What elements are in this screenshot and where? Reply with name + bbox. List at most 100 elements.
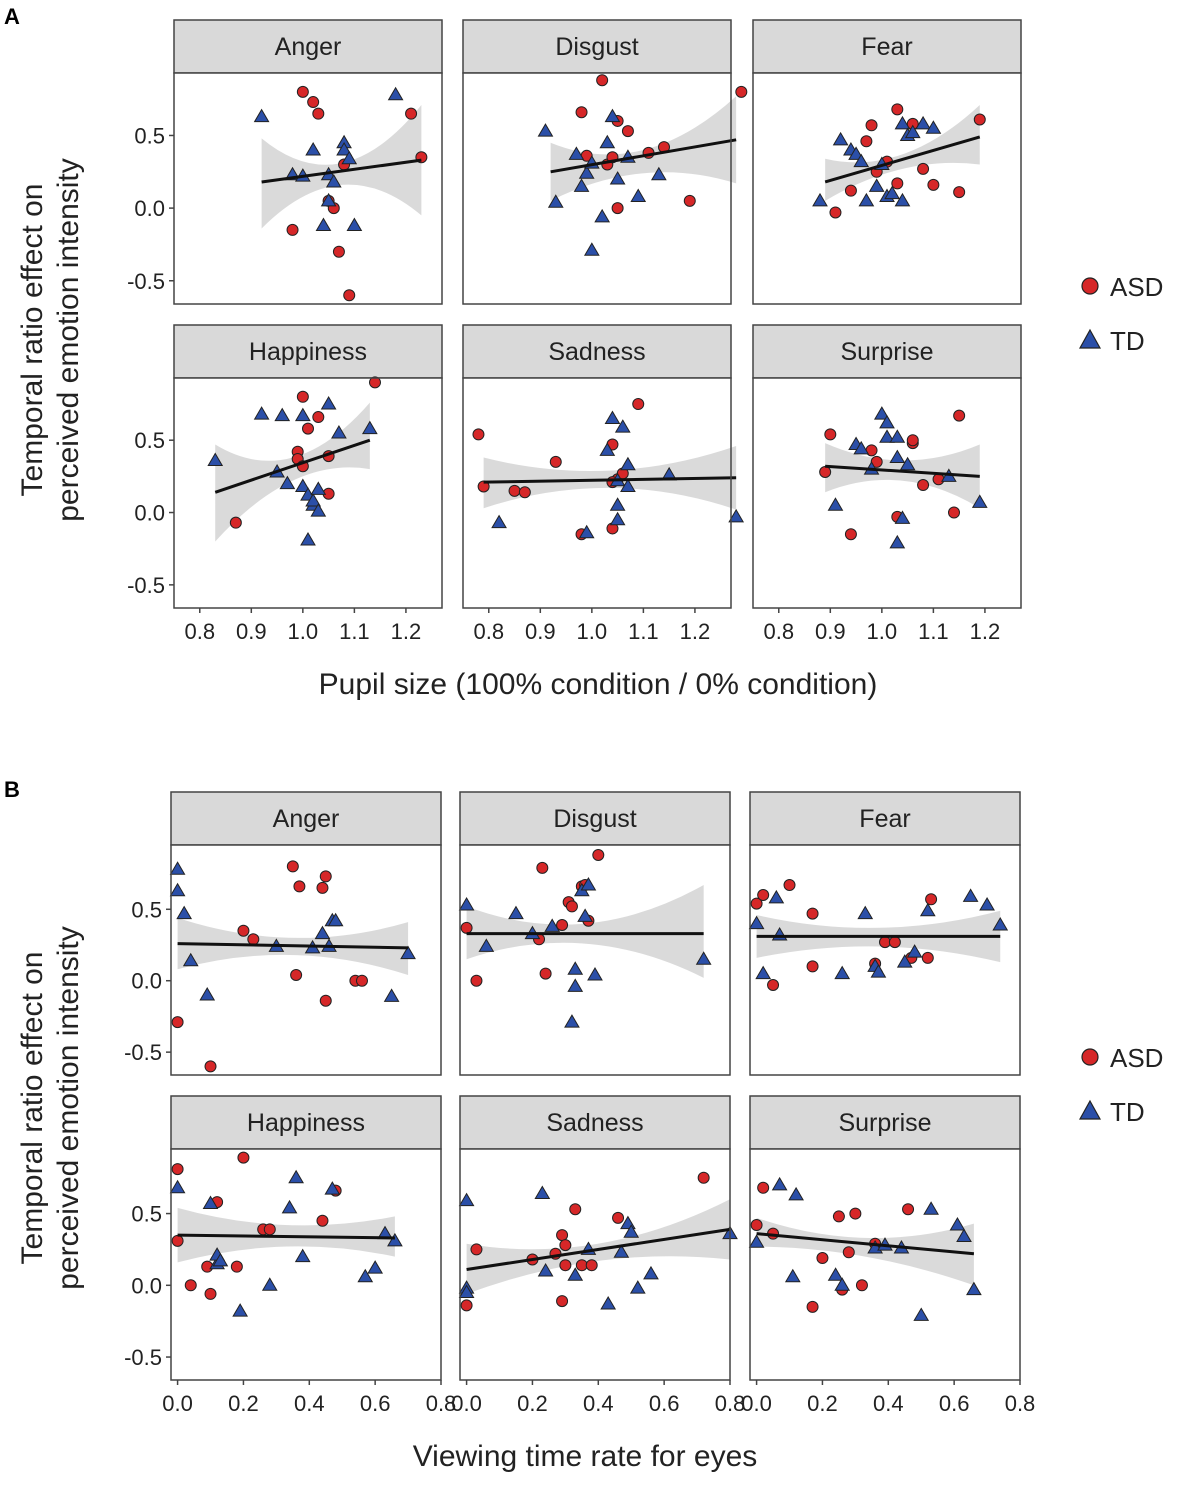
td-point bbox=[253, 406, 270, 420]
td-point bbox=[868, 178, 885, 192]
td-point bbox=[594, 208, 611, 223]
facet-title: Surprise bbox=[840, 338, 933, 366]
td-point bbox=[567, 961, 584, 975]
asd-point bbox=[286, 860, 299, 873]
x-tick-label: 0.8 bbox=[184, 619, 215, 644]
x-tick-label: 0.9 bbox=[525, 619, 556, 644]
legend-b-td-label: TD bbox=[1110, 1097, 1145, 1127]
asd-point bbox=[575, 1259, 588, 1272]
x-tick-label: 1.0 bbox=[577, 619, 608, 644]
td-point bbox=[331, 424, 347, 439]
asd-point bbox=[237, 1151, 250, 1164]
legend-a-td-marker bbox=[1078, 328, 1102, 349]
td-point bbox=[305, 142, 322, 156]
asd-point bbox=[750, 897, 763, 910]
td-point bbox=[630, 188, 647, 202]
td-point bbox=[925, 120, 942, 134]
confidence-band bbox=[466, 885, 704, 978]
td-point bbox=[300, 532, 316, 546]
asd-point bbox=[559, 1259, 572, 1272]
asd-point bbox=[906, 434, 919, 447]
x-tick-label: 0.8 bbox=[715, 1391, 746, 1416]
regression-line bbox=[261, 158, 422, 184]
y-tick-label: 0.5 bbox=[134, 428, 165, 453]
asd-point bbox=[316, 1214, 329, 1227]
td-point bbox=[949, 1217, 966, 1231]
confidence-band bbox=[825, 443, 980, 509]
facet-strip bbox=[459, 1095, 731, 1150]
asd-point bbox=[302, 422, 314, 435]
asd-point bbox=[229, 516, 242, 529]
td-point bbox=[889, 449, 906, 464]
td-point bbox=[169, 882, 186, 897]
x-axis-label-b: Viewing time rate for eyes bbox=[413, 1440, 758, 1473]
td-point bbox=[567, 1267, 584, 1281]
asd-point bbox=[824, 428, 837, 441]
x-tick-label: 0.8 bbox=[473, 619, 504, 644]
td-point bbox=[604, 410, 621, 425]
td-point bbox=[458, 1192, 475, 1207]
asd-point bbox=[921, 951, 934, 964]
td-point bbox=[458, 897, 475, 911]
asd-point bbox=[290, 969, 303, 981]
x-tick-label: 1.2 bbox=[391, 619, 422, 644]
legend-a-asd-label: ASD bbox=[1110, 272, 1163, 302]
td-point bbox=[577, 908, 593, 922]
td-point bbox=[894, 510, 911, 524]
confidence-band bbox=[756, 1217, 974, 1286]
td-point bbox=[884, 185, 901, 200]
td-point bbox=[288, 1169, 304, 1184]
td-point bbox=[547, 194, 564, 208]
asd-point bbox=[819, 466, 832, 479]
td-point bbox=[894, 115, 911, 130]
td-point bbox=[956, 1228, 972, 1243]
asd-point bbox=[735, 85, 748, 98]
y-tick-label: -0.5 bbox=[127, 573, 165, 598]
facet-strip bbox=[752, 19, 1022, 74]
td-point bbox=[458, 1284, 475, 1298]
y-axis-label-b-line2: perceived emotion intensity bbox=[52, 926, 85, 1290]
td-point bbox=[827, 497, 844, 511]
asd-point bbox=[767, 979, 780, 991]
facet-strip bbox=[459, 791, 731, 846]
td-point bbox=[387, 1232, 403, 1247]
x-tick-label: 0.8 bbox=[1005, 1391, 1036, 1416]
td-point bbox=[325, 173, 342, 188]
td-point bbox=[858, 192, 875, 207]
asd-point bbox=[405, 107, 418, 120]
x-tick-label: 0.8 bbox=[763, 619, 794, 644]
y-tick-label: 0.0 bbox=[131, 1273, 162, 1298]
asd-point bbox=[621, 125, 634, 138]
td-point bbox=[281, 1199, 298, 1214]
regression-line bbox=[825, 464, 980, 478]
asd-point bbox=[204, 1060, 217, 1073]
regression-line bbox=[824, 135, 981, 184]
asd-point bbox=[750, 1219, 763, 1232]
asd-point bbox=[917, 479, 930, 492]
asd-point bbox=[879, 936, 891, 949]
td-point bbox=[310, 481, 327, 495]
td-point bbox=[906, 944, 923, 958]
td-point bbox=[544, 918, 561, 932]
x-tick-label: 0.8 bbox=[426, 1391, 457, 1416]
td-point bbox=[202, 1195, 219, 1210]
asd-point bbox=[891, 177, 904, 190]
td-point bbox=[341, 150, 358, 165]
td-point bbox=[478, 938, 495, 952]
td-point bbox=[896, 954, 913, 968]
regression-line bbox=[214, 438, 371, 494]
asd-point bbox=[549, 455, 562, 468]
legend-a-td-label: TD bbox=[1110, 326, 1145, 356]
td-point bbox=[599, 134, 616, 149]
asd-point bbox=[902, 1203, 915, 1216]
plot-frame bbox=[173, 72, 443, 305]
td-point bbox=[537, 123, 554, 137]
facet-sadness: Sadness 0.0 0.2 0.4 0.6 0.8 bbox=[451, 1095, 746, 1416]
asd-point bbox=[917, 162, 930, 175]
td-point bbox=[609, 511, 626, 526]
confidence-band bbox=[550, 96, 737, 201]
regression-line bbox=[756, 1232, 975, 1256]
asd-point bbox=[230, 1260, 243, 1273]
